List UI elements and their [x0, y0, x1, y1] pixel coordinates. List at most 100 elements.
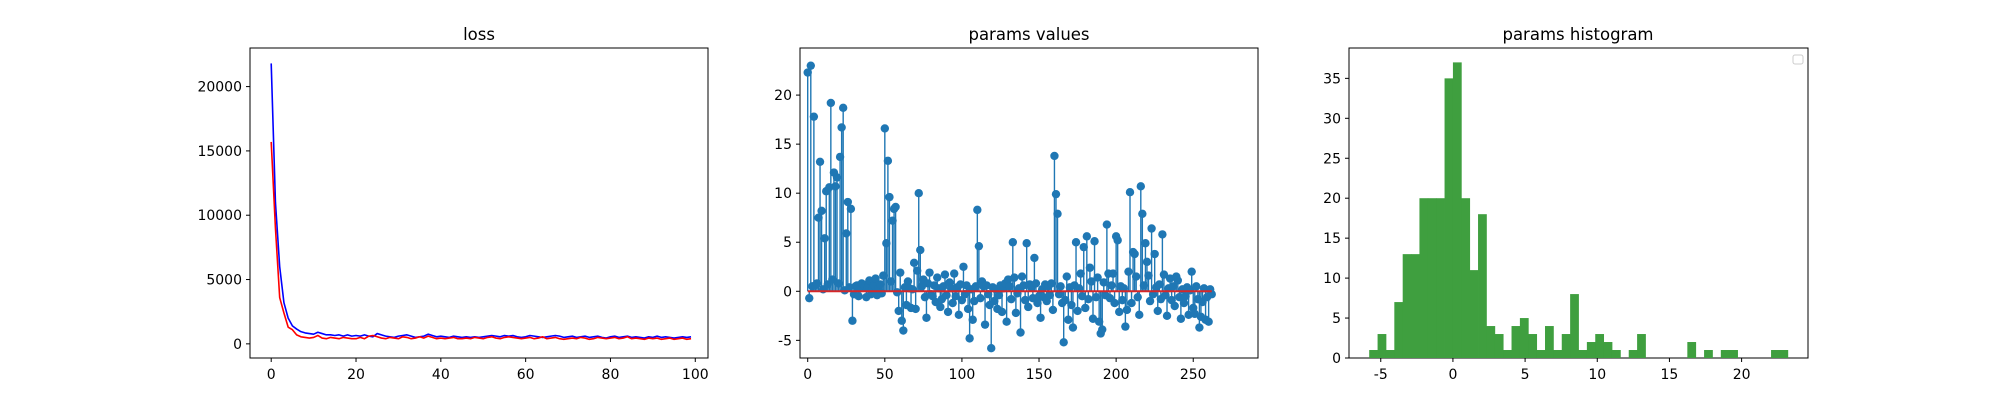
- params-values-stem-marker: [1048, 305, 1058, 315]
- params-values-stem-marker: [1184, 310, 1193, 320]
- params-values-stem-marker: [925, 268, 934, 277]
- params-values-stem-marker: [940, 270, 950, 279]
- params-values-x-tick-label: 50: [876, 367, 894, 383]
- loss-chart-title: loss: [463, 25, 495, 44]
- params-values-x-ticks: 0 50 100 150 200 250: [803, 358, 1207, 383]
- params-histogram-bar: [1553, 350, 1563, 358]
- params-values-stem-marker: [1081, 303, 1090, 313]
- params-values-stem-marker: [1147, 224, 1156, 233]
- params-values-stem-marker: [1031, 279, 1041, 288]
- params-values-stem-marker: [1136, 182, 1146, 191]
- params-histogram-bar: [1586, 342, 1596, 358]
- params-values-stem-marker: [1084, 294, 1093, 304]
- params-values-stem-marker: [1181, 291, 1190, 301]
- params-values-x-tick-label: 0: [803, 367, 812, 383]
- params-values-stem-marker: [980, 320, 990, 329]
- params-values-stem-marker: [1133, 292, 1142, 302]
- params-histogram-bar: [1444, 78, 1454, 358]
- params-values-stem-marker: [894, 306, 903, 316]
- params-values-stem-marker: [1141, 239, 1150, 248]
- params-values-stem-marker: [1162, 311, 1172, 321]
- params-values-stem-marker: [805, 293, 814, 303]
- params-values-stem-marker: [883, 156, 893, 166]
- params-values-stem-marker: [1150, 249, 1159, 259]
- params-values-stem-marker: [1124, 267, 1133, 276]
- params-values-stem-marker: [1056, 282, 1065, 291]
- params-histogram-x-tick-label: 5: [1521, 367, 1530, 383]
- params-values-stem-marker: [1020, 295, 1030, 305]
- params-values-stem-marker: [922, 313, 931, 322]
- params-values-stem-marker: [1073, 306, 1082, 316]
- params-values-stem-marker: [1010, 273, 1019, 282]
- params-histogram-bar: [1720, 350, 1730, 358]
- params-values-stem-marker: [1068, 323, 1078, 332]
- params-values-stem-marker: [828, 275, 837, 284]
- params-histogram-bars: [1369, 62, 1789, 359]
- params-histogram-bar: [1603, 342, 1613, 358]
- params-histogram-x-tick-label: 15: [1661, 367, 1679, 383]
- params-values-stem-marker: [994, 291, 1004, 300]
- params-values-stem-marker: [1115, 307, 1124, 317]
- params-histogram-bar: [1628, 350, 1638, 358]
- params-histogram-bar: [1411, 254, 1420, 358]
- params-values-stem-marker: [1079, 242, 1088, 252]
- loss-y-ticks: 0 5000 10000 15000 20000: [197, 80, 250, 353]
- loss-series-line-1: [270, 141, 692, 341]
- params-values-stem-marker: [809, 112, 819, 121]
- params-values-stem-marker: [1062, 272, 1071, 281]
- params-histogram-bar: [1452, 62, 1462, 359]
- params-values-stem-marker: [1204, 317, 1213, 326]
- params-values-stem-marker: [896, 268, 905, 277]
- params-histogram-x-tick-label: 10: [1588, 367, 1606, 383]
- params-values-stem-marker: [843, 197, 853, 207]
- params-histogram-y-tick-label: 5: [1332, 311, 1341, 327]
- params-values-stem-marker: [1091, 292, 1101, 302]
- params-values-stem-marker: [812, 279, 822, 288]
- params-values-stem-marker: [965, 334, 974, 343]
- params-values-stem-marker: [814, 213, 823, 222]
- params-histogram-bar: [1771, 350, 1780, 358]
- params-values-y-tick-label: 10: [774, 186, 792, 202]
- params-values-stem-marker: [997, 307, 1007, 317]
- params-values-stem-marker: [1008, 238, 1018, 247]
- params-values-stem-marker: [1161, 291, 1170, 300]
- params-values-stem-marker: [835, 152, 845, 162]
- loss-x-tick-label: 40: [432, 367, 450, 383]
- params-values-stem-marker: [854, 291, 863, 301]
- params-histogram-y-ticks: 0 5 10 15 20 25 30 35: [1323, 71, 1349, 367]
- params-values-stem-marker: [882, 239, 891, 248]
- params-values-stem-marker: [831, 182, 840, 191]
- params-values-stem-marker: [954, 310, 964, 320]
- params-values-stem-marker: [1022, 239, 1031, 248]
- params-histogram-chart: params histogram -5 0 5 10 15 20 0 5 10 15 20 25 30…: [1323, 25, 1809, 383]
- loss-x-tick-label: 80: [602, 367, 620, 383]
- params-values-stem-marker: [1007, 294, 1016, 304]
- params-values-stem-marker: [1122, 305, 1132, 315]
- params-values-stem-marker: [1131, 272, 1141, 281]
- params-values-stem-marker: [943, 307, 953, 317]
- params-values-stem-marker: [806, 61, 815, 70]
- params-values-stem-marker: [1176, 314, 1186, 323]
- params-histogram-x-tick-label: 20: [1733, 367, 1751, 383]
- params-values-stem-marker: [933, 273, 942, 282]
- params-histogram-bar: [1402, 254, 1412, 358]
- params-values-stem-marker: [914, 188, 923, 198]
- params-histogram-bar: [1494, 334, 1504, 358]
- params-values-y-ticks: -5 0 5 10 15 20: [774, 88, 800, 349]
- params-values-stem-marker: [1024, 302, 1033, 312]
- loss-y-tick-label: 0: [233, 337, 242, 353]
- params-histogram-bar: [1729, 350, 1738, 358]
- loss-plot-frame: [249, 47, 709, 359]
- params-histogram-bar: [1595, 334, 1605, 358]
- params-values-stem-marker: [1173, 276, 1183, 285]
- params-values-stem-marker: [1118, 295, 1127, 305]
- params-values-stem-marker: [951, 291, 960, 301]
- params-values-stem-marker: [903, 277, 913, 286]
- params-values-stem-marker: [1168, 282, 1178, 291]
- params-histogram-bar: [1436, 198, 1445, 358]
- params-histogram-bar: [1561, 334, 1571, 358]
- params-values-stem-marker: [1053, 209, 1062, 218]
- params-values-stem-marker: [990, 296, 999, 306]
- params-histogram-bar: [1478, 214, 1487, 358]
